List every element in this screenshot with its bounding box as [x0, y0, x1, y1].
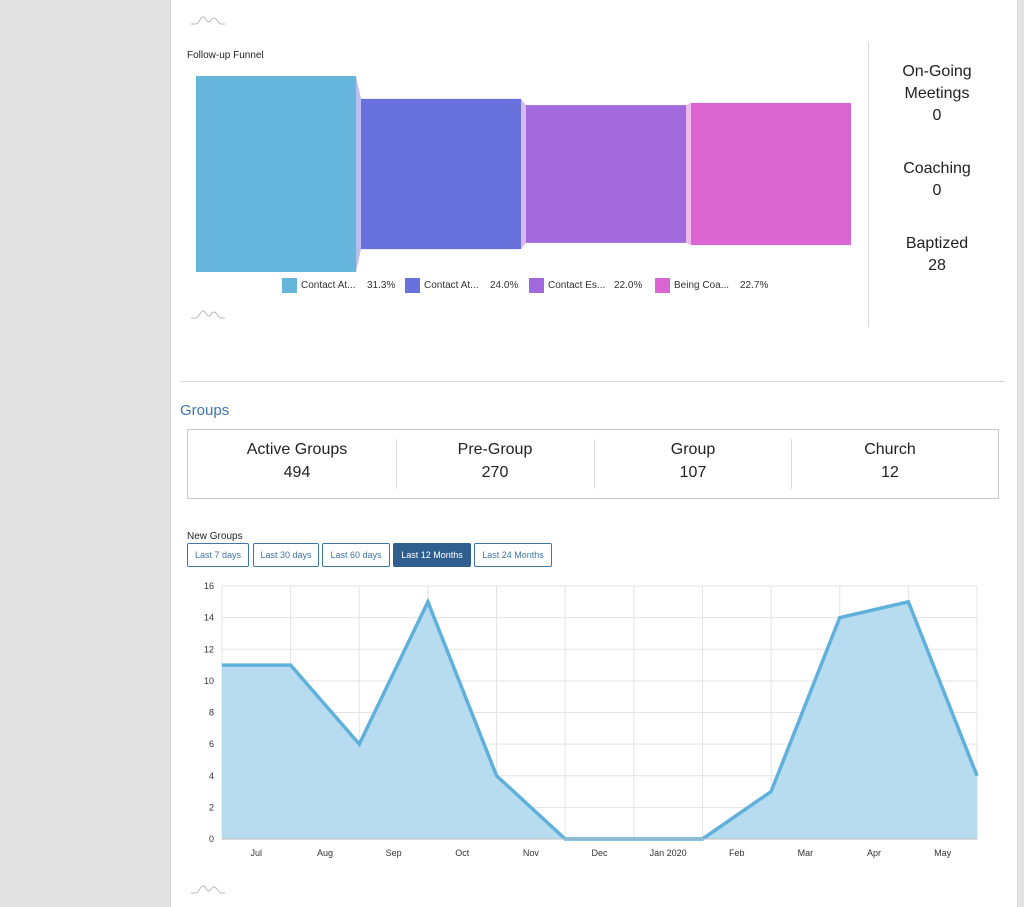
section-divider	[180, 381, 1005, 382]
stat-coaching: Coaching 0	[872, 158, 1002, 202]
stat-value: 0	[932, 182, 942, 199]
data-point[interactable]	[221, 664, 223, 666]
legend-percent: 22.7%	[740, 279, 769, 291]
new-groups-chart: 0 2 4 6 8 10 12 14 16 Jul Aug Sep Oct Nov Dec Jan 2020 F…	[204, 581, 979, 858]
legend-label: Contact Es...	[548, 279, 606, 291]
groups-cell-group: Group 107	[594, 430, 792, 498]
data-point[interactable]	[290, 664, 292, 666]
y-tick-label: 0	[209, 834, 214, 844]
legend-swatch	[282, 277, 297, 293]
groups-separator	[396, 439, 397, 489]
legend-label: Being Coa...	[674, 279, 730, 291]
funnel-segment-2[interactable]	[526, 105, 686, 243]
legend-swatch	[529, 277, 544, 293]
range-button-last-12-months[interactable]: Last 12 Months	[393, 543, 471, 567]
legend-item-2[interactable]: Contact Es... 22.0%	[529, 277, 642, 293]
x-tick-label: Aug	[317, 848, 333, 858]
chart-watermark-icon	[191, 16, 225, 25]
x-tick-label: Nov	[523, 848, 540, 858]
legend-item-3[interactable]: Being Coa... 22.7%	[655, 277, 768, 293]
funnel-segment-1[interactable]	[361, 98, 521, 250]
legend-percent: 24.0%	[490, 279, 519, 291]
y-tick-label: 12	[204, 644, 214, 654]
groups-heading: Groups	[180, 402, 230, 419]
groups-summary: Active Groups 494 Pre-Group 270 Group 10…	[187, 429, 999, 499]
stat-value: 28	[928, 257, 946, 274]
range-button-last-7-days[interactable]: Last 7 days	[187, 543, 249, 567]
legend-percent: 31.3%	[367, 279, 396, 291]
groups-cell-label: Active Groups	[246, 441, 348, 458]
groups-cell-active: Active Groups 494	[198, 430, 396, 498]
data-point[interactable]	[496, 775, 498, 777]
funnel-connector	[356, 76, 361, 272]
data-point[interactable]	[907, 601, 909, 603]
y-tick-label: 2	[209, 802, 214, 812]
stat-label: On-Going Meetings	[902, 63, 972, 102]
x-tick-label: Mar	[798, 848, 814, 858]
groups-cell-pre-group: Pre-Group 270	[396, 430, 594, 498]
x-tick-label: Dec	[591, 848, 608, 858]
y-tick-label: 4	[209, 771, 214, 781]
range-button-last-60-days[interactable]: Last 60 days	[322, 543, 390, 567]
groups-cell-value: 270	[481, 464, 509, 481]
data-point[interactable]	[770, 791, 772, 793]
legend-label: Contact At...	[301, 279, 356, 291]
area-fill	[222, 601, 977, 839]
legend-swatch	[655, 277, 670, 293]
legend-swatch	[405, 277, 420, 293]
legend-item-0[interactable]: Contact At... 31.3%	[282, 277, 395, 293]
groups-cell-label: Pre-Group	[457, 441, 533, 458]
funnel-connector	[686, 102, 691, 246]
chart-watermark-icon	[191, 885, 225, 894]
x-tick-label: May	[934, 848, 952, 858]
x-tick-label: Jul	[251, 848, 263, 858]
groups-separator	[791, 439, 792, 489]
groups-cell-value: 494	[283, 464, 311, 481]
funnel-segment-3[interactable]	[691, 102, 851, 246]
legend-percent: 22.0%	[614, 279, 643, 291]
funnel-title: Follow-up Funnel	[187, 50, 264, 61]
y-tick-label: 8	[209, 708, 214, 718]
data-point[interactable]	[427, 601, 429, 603]
range-button-last-24-months[interactable]: Last 24 Months	[474, 543, 552, 567]
groups-cell-church: Church 12	[791, 430, 989, 498]
data-point[interactable]	[358, 743, 360, 745]
funnel-chart	[196, 76, 851, 272]
legend-label: Contact At...	[424, 279, 479, 291]
x-tick-label: Feb	[729, 848, 745, 858]
x-tick-label: Oct	[455, 848, 470, 858]
x-tick-label: Sep	[386, 848, 402, 858]
y-tick-label: 16	[204, 581, 214, 591]
funnel-connector	[521, 98, 526, 250]
stat-label: Coaching	[903, 160, 971, 177]
stat-ongoing-meetings: On-Going Meetings 0	[872, 61, 1002, 127]
groups-cell-value: 12	[881, 464, 899, 481]
data-point[interactable]	[839, 617, 841, 619]
x-tick-label: Apr	[867, 848, 881, 858]
funnel-segment-0[interactable]	[196, 76, 356, 272]
groups-cell-label: Group	[670, 441, 716, 458]
range-button-last-30-days[interactable]: Last 30 days	[253, 543, 319, 567]
groups-cell-value: 107	[679, 464, 707, 481]
stat-value: 0	[932, 107, 942, 124]
stats-divider	[868, 42, 869, 327]
groups-cell-label: Church	[864, 441, 916, 458]
stat-label: Baptized	[905, 235, 969, 252]
x-tick-label: Jan 2020	[650, 848, 687, 858]
legend-item-1[interactable]: Contact At... 24.0%	[405, 277, 518, 293]
y-tick-label: 10	[204, 676, 214, 686]
new-groups-title: New Groups	[187, 531, 243, 542]
data-point[interactable]	[976, 775, 978, 777]
y-tick-label: 14	[204, 613, 214, 623]
groups-separator	[594, 439, 595, 489]
chart-watermark-icon	[191, 310, 225, 319]
y-tick-label: 6	[209, 739, 214, 749]
stat-baptized: Baptized 28	[872, 233, 1002, 277]
